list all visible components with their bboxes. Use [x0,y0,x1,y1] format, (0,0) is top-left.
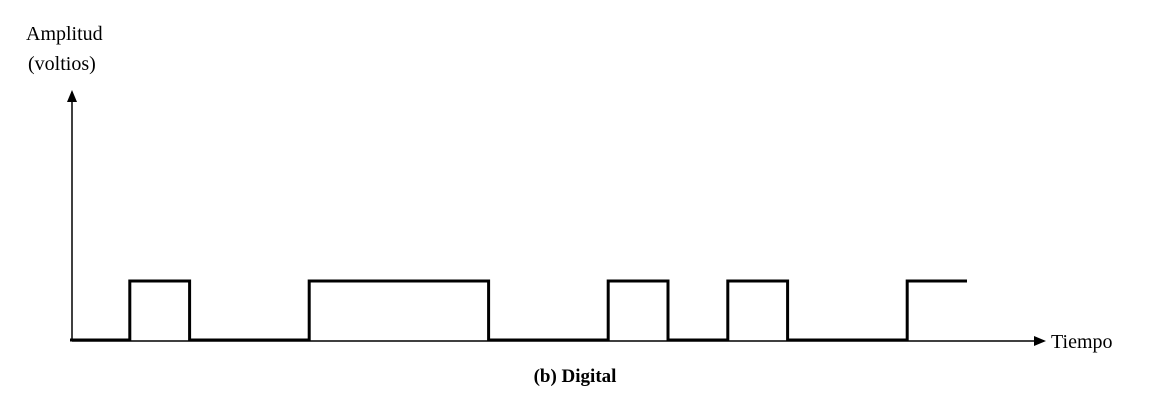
figure-caption: (b) Digital [534,366,617,387]
y-axis-label-line2: (voltios) [28,53,96,75]
digital-signal-waveform [70,279,967,342]
y-axis-label-line1: Amplitud [26,23,103,45]
x-axis-label: Tiempo [1051,331,1113,353]
